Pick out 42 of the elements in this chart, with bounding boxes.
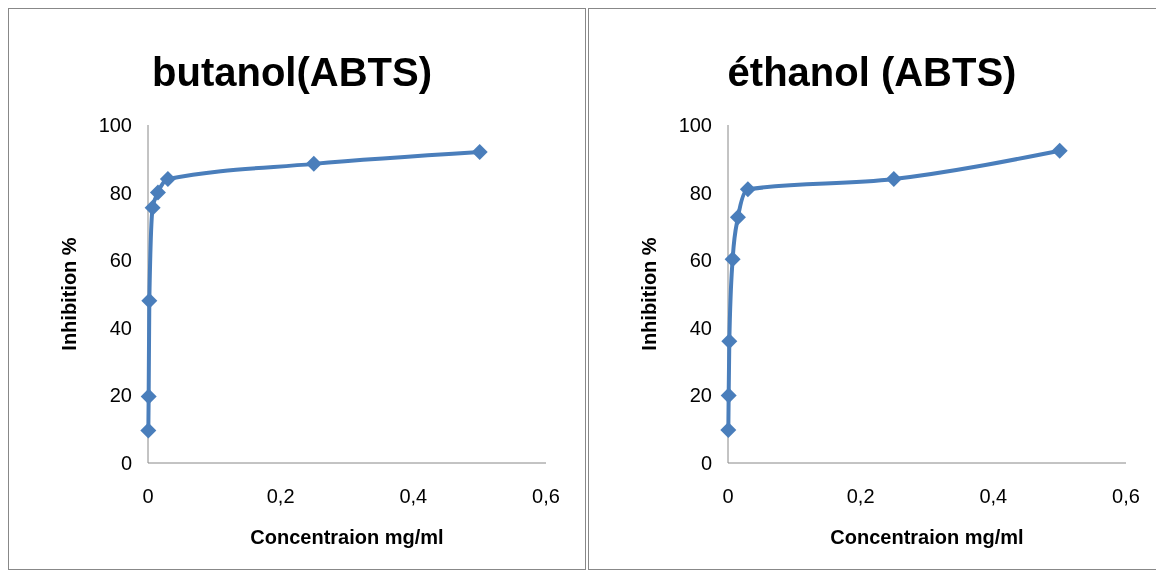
x-tick-label: 0,2 bbox=[266, 485, 295, 507]
point bbox=[885, 171, 902, 188]
y-tick-label: 80 bbox=[689, 181, 712, 204]
x-axis-title: Concentraion mg/ml bbox=[250, 526, 444, 548]
x-tick-label: 0,4 bbox=[399, 485, 428, 507]
chart-title: butanol(ABTS) bbox=[152, 50, 432, 94]
point bbox=[1051, 142, 1068, 159]
x-tick-label: 0,6 bbox=[1112, 485, 1140, 507]
x-axis-title: Concentraion mg/ml bbox=[830, 526, 1024, 548]
x-tick-label: 0,2 bbox=[846, 485, 875, 507]
point bbox=[721, 333, 738, 350]
y-tick-label: 40 bbox=[689, 316, 712, 339]
y-axis-title: Inhibition % bbox=[58, 237, 80, 351]
point bbox=[720, 387, 737, 404]
point bbox=[140, 388, 157, 405]
point bbox=[739, 181, 756, 198]
point bbox=[729, 209, 746, 226]
x-tick-label: 0,6 bbox=[532, 485, 560, 507]
point bbox=[724, 251, 741, 268]
chart-title: éthanol (ABTS) bbox=[727, 50, 1017, 94]
y-tick-label: 20 bbox=[109, 384, 132, 407]
y-tick-label: 60 bbox=[109, 249, 132, 272]
point bbox=[305, 155, 322, 172]
y-tick-label: 20 bbox=[689, 384, 712, 407]
y-tick-label: 0 bbox=[120, 452, 132, 474]
y-tick-label: 60 bbox=[689, 249, 712, 272]
point bbox=[149, 184, 166, 201]
point bbox=[471, 144, 488, 161]
point bbox=[144, 199, 161, 216]
y-tick-label: 100 bbox=[98, 114, 132, 136]
point bbox=[140, 422, 157, 439]
point bbox=[141, 292, 158, 309]
y-tick-label: 100 bbox=[678, 114, 712, 136]
point bbox=[720, 421, 737, 438]
y-tick-label: 40 bbox=[109, 316, 132, 339]
y-axis-title: Inhibition % bbox=[638, 237, 660, 351]
x-tick-label: 0 bbox=[722, 485, 734, 507]
y-tick-label: 0 bbox=[700, 452, 712, 474]
x-tick-label: 0,4 bbox=[979, 485, 1008, 507]
y-tick-label: 80 bbox=[109, 181, 132, 204]
point bbox=[159, 171, 176, 188]
x-tick-label: 0 bbox=[142, 485, 154, 507]
